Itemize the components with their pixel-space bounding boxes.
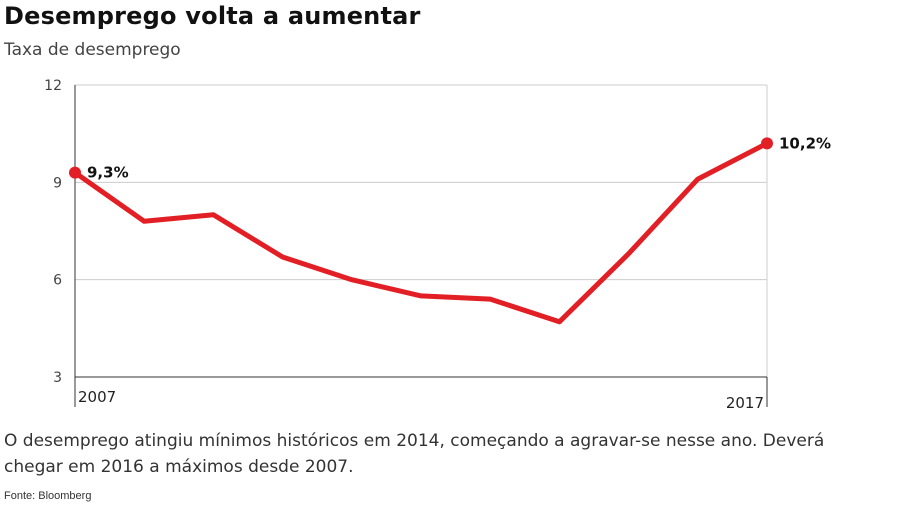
chart-title: Desemprego volta a aumentar (4, 2, 421, 30)
y-tick-label-3: 3 (53, 370, 62, 386)
source-note: Fonte: Bloomberg (4, 490, 92, 502)
data-label-2007: 9,3% (87, 164, 129, 182)
series-line-unemployment (72, 140, 770, 325)
y-tick-label-12: 12 (44, 78, 62, 94)
x-tick-label-last: 2017 (726, 394, 764, 412)
data-point-2017 (761, 137, 773, 150)
y-tick-label-9: 9 (53, 175, 62, 191)
chart-subtitle: Taxa de desemprego (4, 40, 181, 60)
data-point-2007 (69, 166, 81, 179)
line-chart: 3 6 9 12 2007 2017 9,3% 10,2% (44, 78, 831, 412)
y-tick-label-6: 6 (53, 273, 62, 289)
data-label-2017: 10,2% (779, 134, 831, 152)
chart-caption: O desemprego atingiu mínimos históricos … (4, 431, 825, 477)
x-tick-label-first: 2007 (78, 388, 116, 406)
